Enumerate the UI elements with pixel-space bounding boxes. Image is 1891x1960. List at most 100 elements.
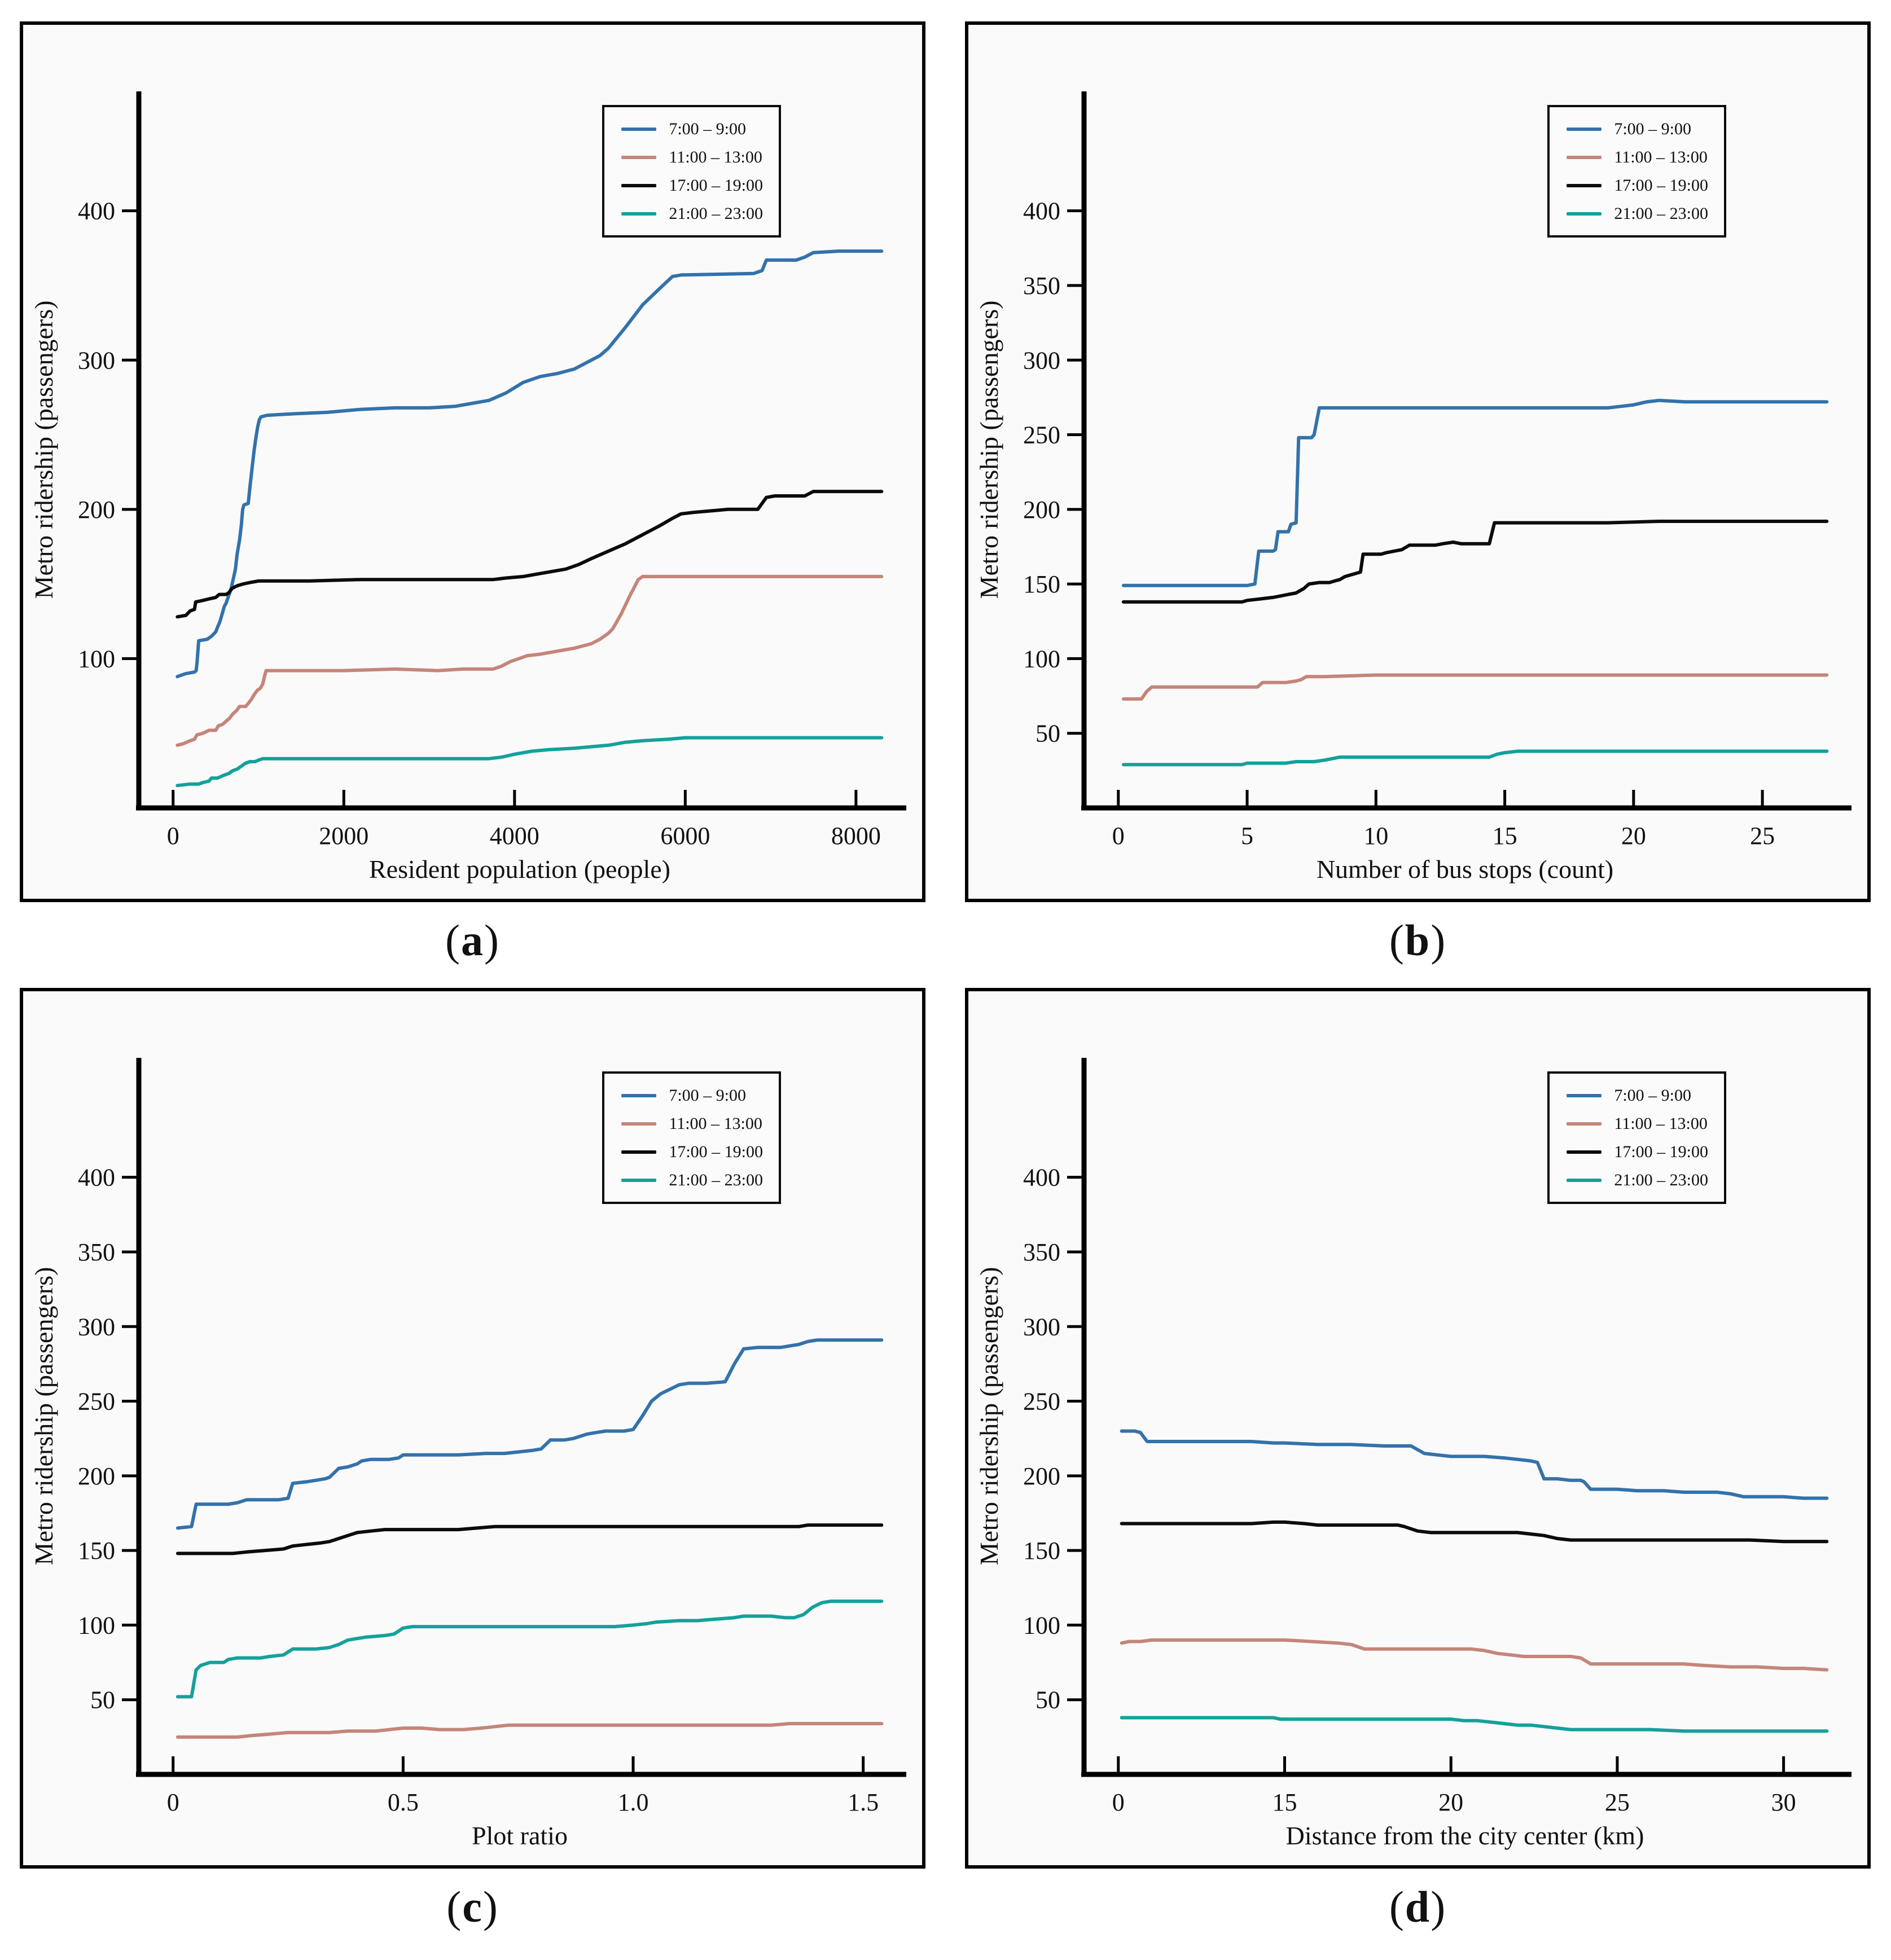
panel-caption-b: (b) — [1389, 907, 1446, 974]
y-tick-label: 50 — [1036, 1686, 1060, 1714]
y-tick-label: 250 — [78, 1388, 115, 1416]
x-tick-label: 0.5 — [388, 1788, 419, 1816]
series-line-salmon — [1120, 1638, 1829, 1672]
y-tick-label: 200 — [78, 496, 115, 524]
caption-paren: ) — [1431, 916, 1447, 965]
legend-item: 21:00 – 23:00 — [621, 204, 763, 223]
legend-swatch-salmon — [621, 155, 657, 159]
y-axis-label: Metro ridership (passengers) — [29, 1267, 58, 1566]
caption-paren: ) — [1431, 1882, 1447, 1931]
series-line-salmon — [1121, 673, 1829, 701]
x-axis-label: Plot ratio — [472, 1821, 568, 1850]
y-tick-label: 250 — [1023, 421, 1060, 449]
legend-label: 17:00 – 19:00 — [1614, 176, 1708, 195]
legend-swatch-salmon — [1567, 1122, 1602, 1126]
legend-item: 11:00 – 13:00 — [1567, 148, 1708, 166]
caption-paren: ( — [1389, 916, 1405, 965]
x-tick-label: 1.0 — [618, 1788, 649, 1816]
series-line-black — [1120, 1520, 1829, 1544]
legend-box: 7:00 – 9:00 11:00 – 13:00 17:00 – 19:00 … — [1547, 105, 1726, 238]
x-tick-label: 0 — [167, 822, 179, 850]
legend-label: 7:00 – 9:00 — [669, 120, 746, 138]
legend-item: 21:00 – 23:00 — [1567, 204, 1708, 223]
caption-paren: ( — [445, 916, 461, 965]
y-tick-label: 400 — [78, 1164, 115, 1192]
x-tick-label: 0 — [1112, 822, 1125, 850]
y-tick-label: 100 — [1023, 1611, 1060, 1639]
legend-label: 17:00 – 19:00 — [669, 176, 763, 195]
legend-item: 11:00 – 13:00 — [621, 148, 763, 166]
legend-box: 7:00 – 9:00 11:00 – 13:00 17:00 – 19:00 … — [602, 1071, 781, 1204]
series-line-blue — [176, 249, 884, 679]
legend-swatch-salmon — [1567, 155, 1602, 159]
legend-label: 21:00 – 23:00 — [669, 204, 763, 223]
legend-swatch-blue — [621, 127, 657, 131]
legend-label: 17:00 – 19:00 — [669, 1142, 763, 1161]
legend-swatch-salmon — [621, 1122, 657, 1126]
legend-item: 17:00 – 19:00 — [621, 1142, 763, 1161]
series-line-black — [176, 1523, 884, 1555]
series-line-black — [176, 490, 884, 619]
caption-paren: ) — [484, 916, 500, 965]
caption-paren: ( — [446, 1882, 463, 1931]
cell-c: Metro ridership (passengers) Plot ratio … — [20, 988, 925, 1941]
x-axis-label: Resident population (people) — [369, 855, 670, 884]
figure-panel-d: Metro ridership (passengers) Distance fr… — [965, 988, 1871, 1869]
legend-item: 7:00 – 9:00 — [621, 120, 763, 138]
legend-label: 17:00 – 19:00 — [1614, 1142, 1708, 1161]
y-tick-label: 150 — [1023, 570, 1060, 598]
x-tick-label: 2000 — [319, 822, 368, 850]
figure-panel-b: Metro ridership (passengers) Number of b… — [965, 21, 1871, 902]
series-line-salmon — [176, 1722, 884, 1739]
y-tick-label: 200 — [1023, 1462, 1060, 1490]
y-tick-label: 250 — [1023, 1388, 1060, 1416]
legend-item: 7:00 – 9:00 — [1567, 1086, 1708, 1105]
caption-letter: a — [461, 916, 484, 965]
legend-item: 17:00 – 19:00 — [621, 176, 763, 195]
x-tick-label: 0 — [167, 1788, 179, 1816]
legend-label: 7:00 – 9:00 — [1614, 1086, 1691, 1105]
legend-swatch-blue — [1567, 1093, 1602, 1097]
x-tick-label: 5 — [1241, 822, 1253, 850]
caption-letter: d — [1405, 1882, 1431, 1931]
legend-label: 11:00 – 13:00 — [669, 148, 762, 166]
y-tick-label: 300 — [78, 346, 115, 374]
cell-d: Metro ridership (passengers) Distance fr… — [965, 988, 1871, 1941]
y-axis-label: Metro ridership (passengers) — [975, 301, 1003, 599]
y-tick-label: 350 — [1023, 272, 1060, 300]
y-tick-label: 200 — [1023, 496, 1060, 524]
y-tick-label: 350 — [1023, 1238, 1060, 1266]
x-tick-label: 4000 — [490, 822, 539, 850]
y-tick-label: 100 — [78, 1611, 115, 1639]
legend-item: 11:00 – 13:00 — [621, 1114, 763, 1133]
legend-box: 7:00 – 9:00 11:00 – 13:00 17:00 – 19:00 … — [602, 105, 781, 238]
legend-label: 11:00 – 13:00 — [1614, 1114, 1708, 1133]
y-tick-label: 150 — [78, 1537, 115, 1565]
x-tick-label: 25 — [1750, 822, 1775, 850]
legend-swatch-black — [1567, 183, 1602, 187]
series-line-teal — [1120, 1716, 1829, 1733]
panel-caption-a: (a) — [445, 907, 500, 974]
legend-label: 7:00 – 9:00 — [669, 1086, 746, 1105]
x-tick-label: 1.5 — [848, 1788, 879, 1816]
series-line-teal — [1121, 749, 1829, 767]
x-tick-label: 0 — [1112, 1788, 1125, 1816]
series-line-teal — [176, 736, 884, 788]
legend-item: 21:00 – 23:00 — [621, 1171, 763, 1189]
cell-b: Metro ridership (passengers) Number of b… — [965, 21, 1871, 974]
y-tick-label: 200 — [78, 1462, 115, 1490]
legend-item: 17:00 – 19:00 — [1567, 176, 1708, 195]
figure-panel-a: Metro ridership (passengers) Resident po… — [20, 21, 925, 902]
legend-item: 7:00 – 9:00 — [621, 1086, 763, 1105]
x-tick-label: 10 — [1363, 822, 1388, 850]
chart-canvas-a: Metro ridership (passengers) Resident po… — [29, 91, 906, 884]
legend-swatch-teal — [621, 212, 657, 216]
series-line-teal — [176, 1599, 884, 1699]
y-tick-label: 400 — [78, 197, 115, 225]
figure-panel-c: Metro ridership (passengers) Plot ratio … — [20, 988, 925, 1869]
y-tick-label: 300 — [78, 1313, 115, 1341]
legend-box: 7:00 – 9:00 11:00 – 13:00 17:00 – 19:00 … — [1547, 1071, 1726, 1204]
legend-label: 11:00 – 13:00 — [1614, 148, 1708, 166]
y-tick-label: 150 — [1023, 1537, 1060, 1565]
legend-label: 21:00 – 23:00 — [1614, 204, 1708, 223]
